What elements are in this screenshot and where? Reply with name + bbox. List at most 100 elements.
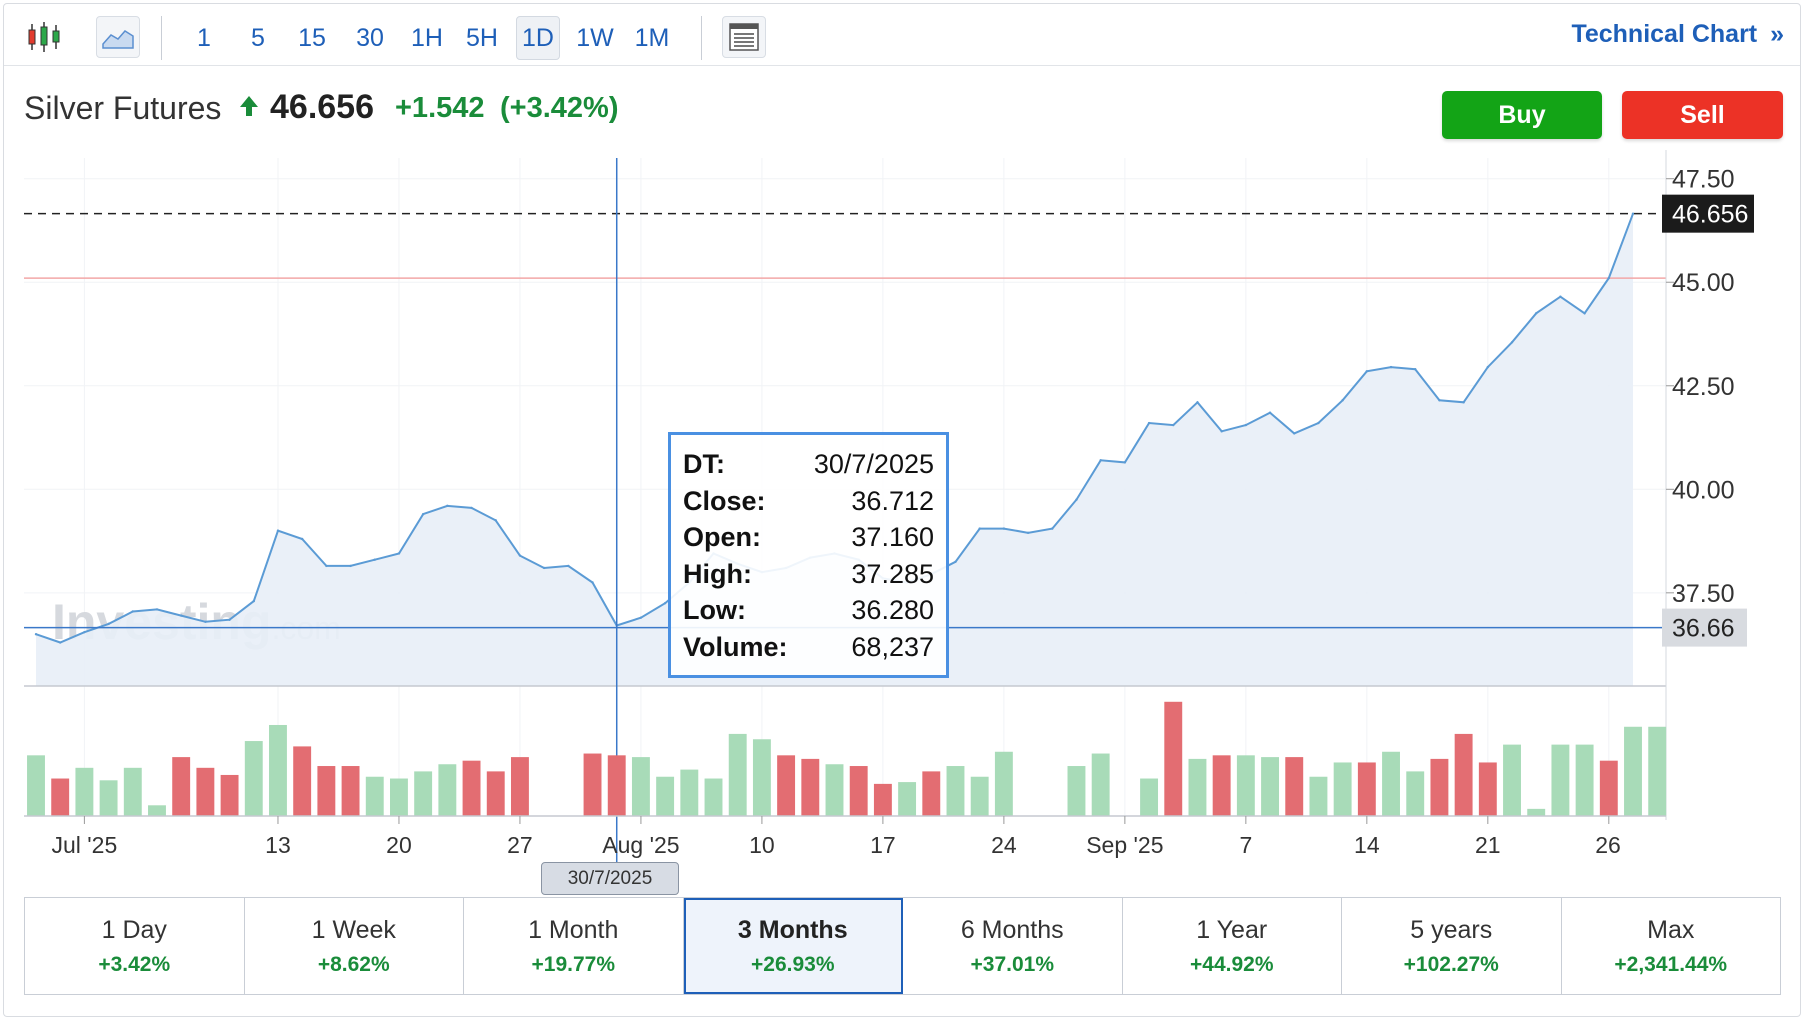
y-tick-label: 40.00	[1672, 476, 1735, 504]
volume-bar-up	[148, 805, 166, 816]
x-tick-label: Sep '25	[1086, 832, 1163, 858]
volume-bar-up	[1067, 766, 1086, 816]
volume-bar-up	[123, 767, 142, 816]
volume-bar-down	[849, 766, 868, 816]
price-point	[373, 558, 376, 561]
candlestick-icon[interactable]	[22, 16, 66, 58]
price-point	[276, 529, 280, 532]
volume-bar-down	[1430, 758, 1449, 816]
tooltip-row-high: High: 37.285	[683, 558, 934, 589]
period-1-week[interactable]: 1 Week +8.62%	[245, 898, 464, 994]
chart-toolbar: 1 5 15 30 1H 5H 1D 1W 1M Technical Chart…	[4, 4, 1800, 66]
volume-bar-up	[1261, 757, 1279, 816]
price-point	[179, 614, 183, 617]
price-point	[1220, 430, 1223, 433]
price-point	[1486, 365, 1490, 369]
volume-bar-down	[583, 753, 602, 816]
volume-bar-up	[75, 767, 94, 816]
y-tick-label: 47.50	[1672, 166, 1735, 194]
price-point	[1051, 527, 1054, 530]
price-point	[954, 560, 957, 563]
price-point	[518, 554, 522, 557]
volume-bar-down	[1164, 701, 1183, 816]
technical-chart-link[interactable]: Technical Chart »	[1571, 20, 1784, 49]
volume-bar-down	[1285, 757, 1304, 816]
price-point	[1535, 312, 1538, 315]
tooltip-row-low: Low: 36.280	[683, 595, 934, 626]
sell-button[interactable]: Sell	[1622, 91, 1783, 139]
volume-bar-down	[196, 767, 215, 816]
price-point	[1462, 401, 1465, 404]
price-point	[1293, 432, 1296, 435]
interval-1h[interactable]: 1H	[411, 24, 443, 52]
y-tick-label: 42.50	[1672, 373, 1735, 401]
price-point	[83, 630, 86, 634]
price-point	[663, 601, 667, 605]
period-3-months[interactable]: 3 Months +26.93%	[683, 898, 903, 994]
volume-bar-down	[341, 766, 360, 816]
ohlc-tooltip: DT: 30/7/2025 Close: 36.712 Open: 37.160 Hi…	[668, 432, 949, 678]
price-point	[567, 564, 570, 568]
price-point	[1414, 368, 1417, 371]
interval-1m[interactable]: 1M	[634, 24, 670, 52]
price-point	[494, 519, 497, 522]
volume-bar-up	[1503, 744, 1521, 816]
volume-bar-up	[1333, 762, 1352, 816]
price-point	[470, 506, 473, 510]
volume-bar-up	[1527, 808, 1546, 816]
price-point	[1510, 341, 1514, 344]
buy-button[interactable]: Buy	[1442, 91, 1602, 139]
volume-bar-down	[1212, 755, 1231, 816]
interval-5[interactable]: 5	[251, 24, 265, 52]
price-point	[1147, 421, 1151, 425]
volume-bar-up	[1140, 778, 1159, 816]
interval-1w[interactable]: 1W	[576, 24, 614, 52]
x-tick-label: 17	[870, 832, 896, 858]
x-tick-label: 7	[1239, 832, 1252, 858]
volume-bar-down	[801, 758, 820, 816]
volume-bar-down	[1599, 760, 1618, 816]
period-1-year[interactable]: 1 Year +44.92%	[1123, 898, 1342, 994]
price-point	[397, 552, 401, 555]
price-point	[1389, 365, 1393, 369]
volume-bar-up	[1551, 744, 1570, 816]
price-point	[252, 599, 255, 603]
price-point	[1026, 531, 1030, 534]
volume-bar-up	[414, 771, 433, 816]
arrow-up-icon	[238, 94, 260, 123]
period-6-months[interactable]: 6 Months +37.01%	[903, 898, 1123, 994]
chart-widget-frame	[3, 3, 1801, 1017]
interval-5h[interactable]: 5H	[466, 24, 498, 52]
volume-bar-up	[1406, 771, 1425, 816]
layout-icon[interactable]	[722, 16, 766, 58]
period-1-month[interactable]: 1 Month +19.77%	[464, 898, 684, 994]
price-point	[1244, 423, 1248, 427]
period-max[interactable]: Max +2,341.44%	[1614, 915, 1728, 976]
crosshair-date-label: 30/7/2025	[541, 862, 679, 895]
interval-15[interactable]: 15	[298, 24, 326, 52]
area-chart-icon[interactable]	[96, 16, 140, 58]
interval-30[interactable]: 30	[356, 24, 384, 52]
price-point	[1075, 498, 1078, 501]
instrument-price: 46.656	[270, 88, 374, 126]
tooltip-row-date: DT: 30/7/2025	[683, 449, 934, 479]
volume-bar-up	[390, 778, 408, 816]
price-point	[58, 641, 62, 644]
period-1-day[interactable]: 1 Day +3.42%	[25, 898, 245, 994]
volume-bar-up	[1648, 726, 1667, 816]
price-point	[107, 622, 110, 626]
interval-1d[interactable]: 1D	[516, 16, 560, 60]
volume-bar-up	[704, 778, 723, 816]
toolbar-divider	[701, 16, 702, 60]
volume-bar-down	[317, 766, 336, 816]
instrument-name: Silver Futures	[24, 90, 222, 126]
volume-bar-up	[244, 741, 263, 816]
price-point	[1631, 212, 1635, 215]
x-tick-label: 20	[386, 832, 412, 858]
interval-1[interactable]: 1	[197, 24, 211, 52]
volume-bar-up	[680, 769, 699, 816]
period-5-years[interactable]: 5 years +102.27%	[1342, 898, 1562, 994]
volume-bar-up	[27, 755, 45, 816]
volume-bar-up	[631, 757, 650, 816]
